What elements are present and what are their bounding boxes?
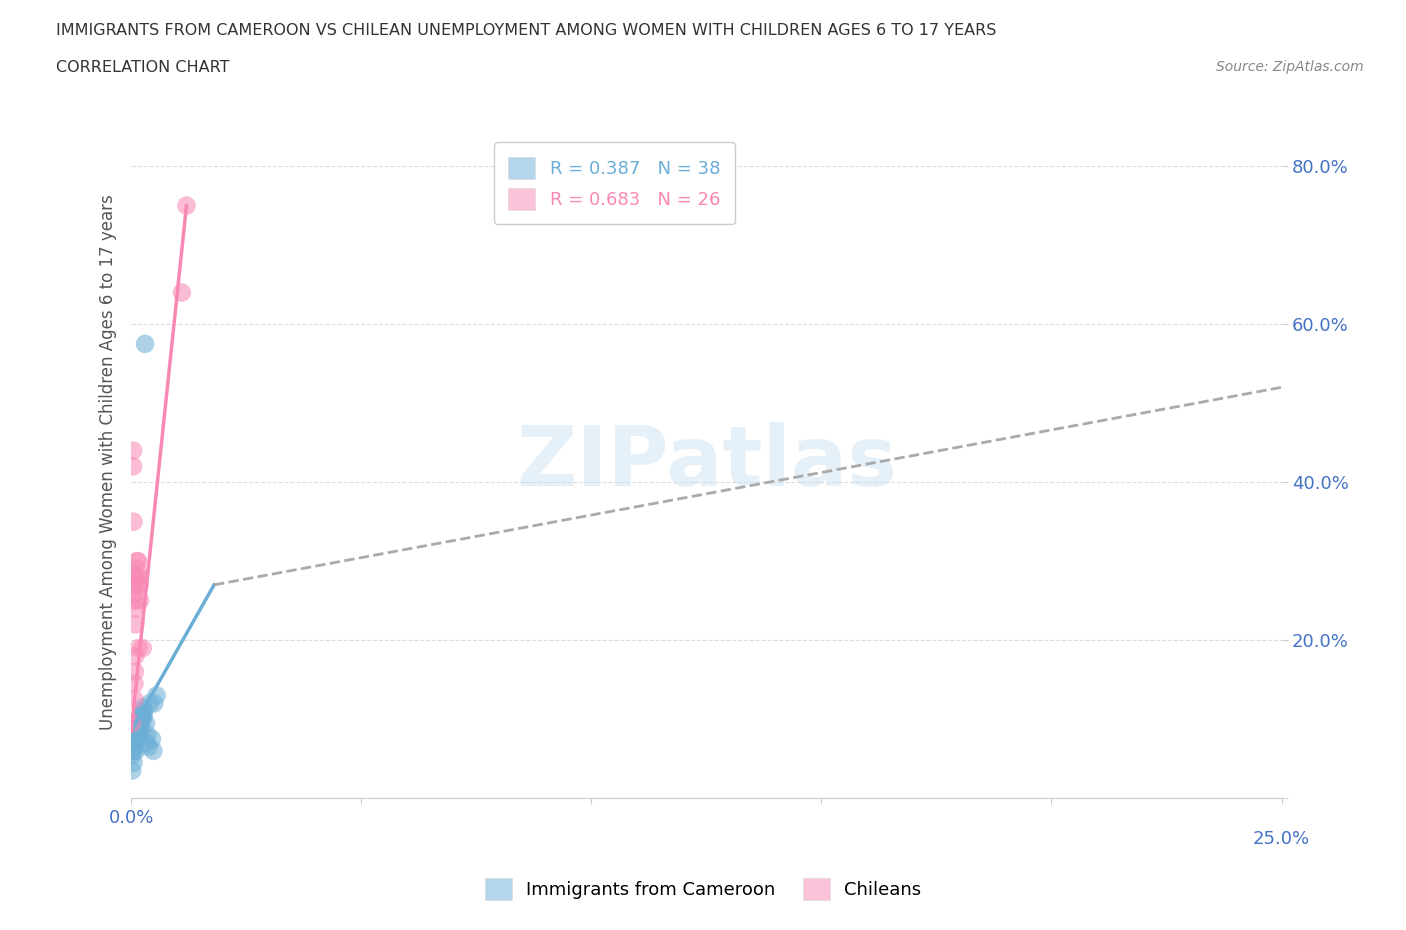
Point <box>128 716 150 731</box>
Point <box>125 569 148 584</box>
Point <box>121 764 143 778</box>
Point <box>122 514 145 529</box>
Point <box>125 743 148 758</box>
Legend: R = 0.387   N = 38, R = 0.683   N = 26: R = 0.387 N = 38, R = 0.683 N = 26 <box>494 142 735 224</box>
Point <box>122 593 145 608</box>
Point <box>125 724 148 738</box>
Text: ZIPatlas: ZIPatlas <box>516 422 897 503</box>
Point <box>170 286 193 300</box>
Point <box>125 553 148 568</box>
Point <box>132 641 155 656</box>
Point <box>127 562 149 577</box>
Point <box>122 443 145 458</box>
Point <box>129 593 152 608</box>
Point <box>122 743 145 758</box>
Point <box>145 688 167 703</box>
Point <box>124 676 146 691</box>
Point <box>121 748 143 763</box>
Point <box>128 569 150 584</box>
Point <box>125 732 148 747</box>
Point <box>121 716 143 731</box>
Point <box>124 732 146 747</box>
Point <box>128 578 150 592</box>
Point <box>131 716 153 731</box>
Point <box>122 739 145 754</box>
Point <box>124 648 146 663</box>
Point <box>127 711 149 726</box>
Point <box>129 711 152 726</box>
Point <box>136 727 159 742</box>
Point <box>134 337 156 352</box>
Point <box>129 724 152 738</box>
Point <box>124 727 146 742</box>
Point <box>127 727 149 742</box>
Point <box>141 732 163 747</box>
Point <box>132 700 155 715</box>
Point <box>124 692 146 707</box>
Point <box>124 664 146 679</box>
Point <box>124 617 146 631</box>
Point <box>125 720 148 735</box>
Point <box>131 708 153 723</box>
Point <box>135 736 157 751</box>
Point <box>128 720 150 735</box>
Point <box>122 458 145 473</box>
Point <box>125 585 148 600</box>
Point <box>131 704 153 719</box>
Point <box>176 198 198 213</box>
Text: Source: ZipAtlas.com: Source: ZipAtlas.com <box>1216 60 1364 74</box>
Point <box>124 736 146 751</box>
Point <box>122 755 145 770</box>
Point <box>124 578 146 592</box>
Point <box>138 696 160 711</box>
Y-axis label: Unemployment Among Women with Children Ages 6 to 17 years: Unemployment Among Women with Children A… <box>100 194 117 730</box>
Point <box>143 696 166 711</box>
Text: 25.0%: 25.0% <box>1253 830 1310 848</box>
Point <box>128 641 150 656</box>
Point <box>127 569 149 584</box>
Point <box>142 743 165 758</box>
Point <box>125 601 148 616</box>
Point <box>134 704 156 719</box>
Point <box>135 716 157 731</box>
Point <box>129 711 152 726</box>
Legend: Immigrants from Cameroon, Chileans: Immigrants from Cameroon, Chileans <box>478 870 928 907</box>
Point <box>128 724 150 738</box>
Point <box>132 708 155 723</box>
Point <box>127 716 149 731</box>
Point <box>127 553 149 568</box>
Point <box>138 739 160 754</box>
Text: IMMIGRANTS FROM CAMEROON VS CHILEAN UNEMPLOYMENT AMONG WOMEN WITH CHILDREN AGES : IMMIGRANTS FROM CAMEROON VS CHILEAN UNEM… <box>56 23 997 38</box>
Point <box>127 578 149 592</box>
Text: CORRELATION CHART: CORRELATION CHART <box>56 60 229 75</box>
Point <box>132 711 155 726</box>
